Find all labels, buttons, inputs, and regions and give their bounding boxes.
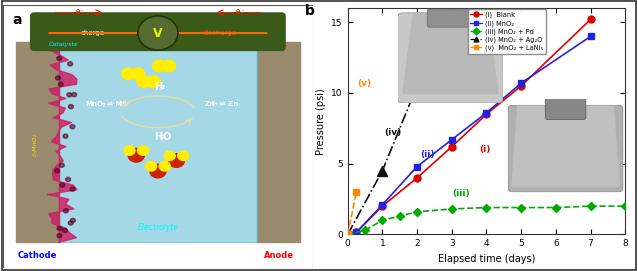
- Text: ⇌ Mn: ⇌ Mn: [107, 101, 127, 107]
- Text: (v): (v): [357, 79, 371, 88]
- Circle shape: [63, 228, 68, 233]
- Text: -: -: [242, 9, 244, 14]
- Text: Zn: Zn: [204, 101, 214, 107]
- Circle shape: [164, 151, 175, 160]
- Text: V: V: [153, 27, 163, 40]
- Text: Cathode: Cathode: [17, 251, 57, 260]
- Circle shape: [63, 134, 68, 138]
- X-axis label: Elapsed time (days): Elapsed time (days): [438, 254, 535, 264]
- Text: charge: charge: [81, 30, 105, 36]
- Text: (ii): (ii): [420, 150, 435, 159]
- Legend: (i)  Blank, (ii) MnO₂, (iii) MnO₂ + Pd, (iv) MnO₂ + Ag₂O, (v)  MnO₂ + LaNi₅: (i) Blank, (ii) MnO₂, (iii) MnO₂ + Pd, (…: [468, 9, 546, 54]
- Text: Catalysts: Catalysts: [49, 43, 78, 47]
- Circle shape: [131, 68, 145, 80]
- Circle shape: [150, 164, 166, 178]
- Text: (iv): (iv): [384, 128, 401, 137]
- Circle shape: [68, 62, 73, 66]
- FancyBboxPatch shape: [31, 13, 285, 50]
- Circle shape: [58, 82, 63, 86]
- Text: (i): (i): [480, 145, 491, 154]
- Circle shape: [63, 209, 68, 213]
- Circle shape: [57, 56, 62, 60]
- Bar: [257, 42, 300, 242]
- Circle shape: [124, 146, 135, 155]
- Circle shape: [70, 187, 75, 191]
- Circle shape: [159, 162, 170, 171]
- Circle shape: [56, 76, 61, 80]
- Text: 2: 2: [101, 103, 105, 108]
- Text: b: b: [305, 4, 315, 18]
- Circle shape: [67, 93, 72, 97]
- Circle shape: [122, 68, 135, 80]
- Text: Electrolyte: Electrolyte: [137, 223, 179, 232]
- Circle shape: [168, 154, 184, 167]
- Circle shape: [68, 105, 73, 109]
- Y-axis label: Pressure (psi): Pressure (psi): [316, 88, 326, 155]
- Circle shape: [137, 146, 149, 155]
- Text: O: O: [162, 132, 170, 142]
- Circle shape: [152, 60, 167, 72]
- Text: -: -: [81, 9, 83, 14]
- Circle shape: [147, 76, 160, 88]
- Circle shape: [128, 149, 144, 162]
- Text: 2: 2: [160, 85, 165, 91]
- Circle shape: [71, 92, 77, 97]
- Circle shape: [60, 183, 65, 187]
- Circle shape: [138, 16, 178, 50]
- Text: H: H: [154, 132, 162, 142]
- Text: Anode: Anode: [263, 251, 293, 260]
- Circle shape: [55, 169, 59, 173]
- Text: MnO: MnO: [85, 101, 103, 107]
- Circle shape: [66, 177, 71, 182]
- Text: 2+: 2+: [211, 101, 219, 106]
- Circle shape: [145, 162, 157, 171]
- Circle shape: [178, 151, 189, 160]
- Text: 2: 2: [160, 136, 165, 140]
- Circle shape: [162, 60, 175, 72]
- Circle shape: [70, 218, 75, 222]
- Bar: [15, 42, 59, 242]
- Text: ⇌ Zn: ⇌ Zn: [217, 101, 238, 107]
- Bar: [59, 50, 257, 242]
- Text: discharge: discharge: [203, 30, 237, 36]
- Text: (iii): (iii): [452, 189, 470, 198]
- Circle shape: [57, 234, 62, 238]
- Text: a: a: [13, 13, 22, 27]
- Circle shape: [57, 226, 62, 231]
- Text: e: e: [236, 8, 241, 17]
- Circle shape: [137, 76, 151, 88]
- Text: H: H: [154, 82, 162, 92]
- Text: e: e: [75, 8, 80, 17]
- Circle shape: [70, 125, 75, 129]
- Circle shape: [68, 221, 73, 225]
- Text: 2+: 2+: [122, 101, 130, 106]
- Circle shape: [59, 163, 64, 167]
- Text: δ-MnO₂: δ-MnO₂: [33, 133, 38, 156]
